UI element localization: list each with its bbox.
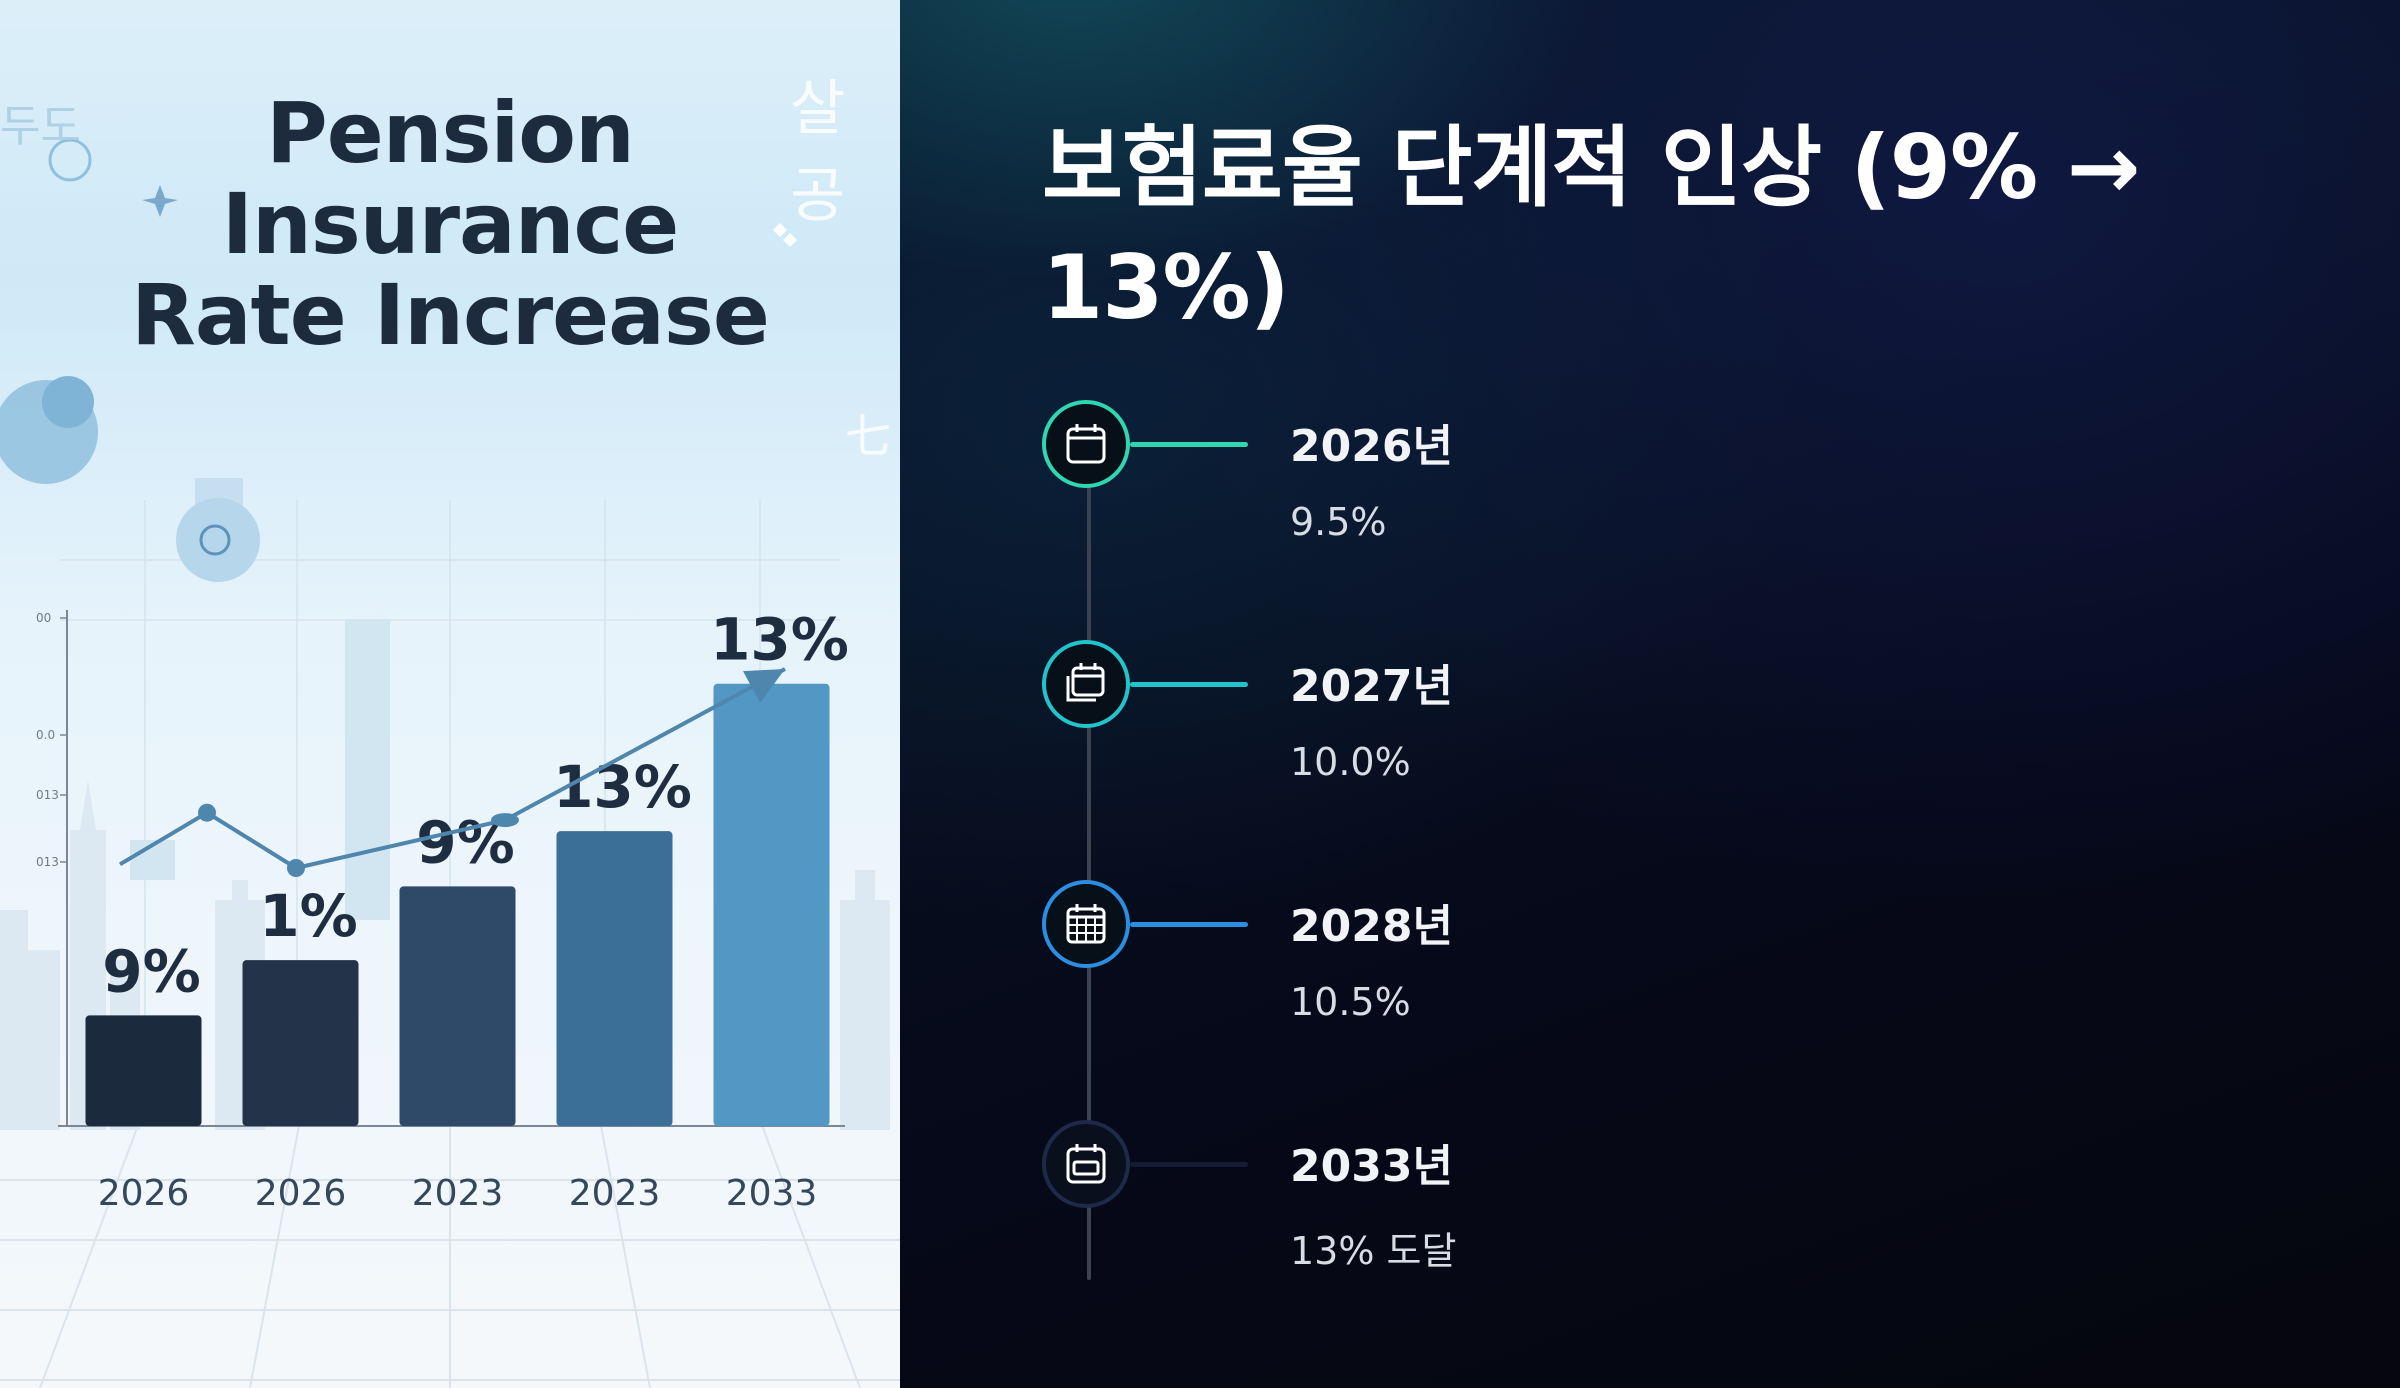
- bar-value-label: 9%: [102, 937, 200, 1005]
- chart-bar: [556, 831, 673, 1126]
- background-decor: [0, 138, 900, 1388]
- title-line: Insurance: [221, 175, 680, 273]
- bar-chart: 000.00130139%20261%20269%202313%202313%2…: [36, 606, 849, 1214]
- y-tick-label: 00: [36, 611, 51, 625]
- timeline-node: [1042, 400, 1130, 488]
- x-tick-label: 2026: [98, 1173, 190, 1214]
- calendar-stack-icon: [1066, 663, 1105, 702]
- x-tick-label: 2023: [569, 1173, 661, 1214]
- chart-bar: [713, 683, 830, 1126]
- timeline-rate: 13% 도달: [1290, 1229, 1457, 1273]
- bar-value-label: 1%: [259, 882, 357, 950]
- left-infographic-panel: 살공 두도 七 Pension Insurance Rate Increase …: [0, 0, 900, 1388]
- timeline-item: 2033년 13% 도달: [900, 1120, 2400, 1320]
- decor-text: 살공: [790, 74, 846, 231]
- x-tick-label: 2023: [412, 1173, 504, 1214]
- timeline-node: [1042, 640, 1130, 728]
- timeline-item: 2027년 10.0%: [900, 640, 2400, 840]
- chart-bar: [242, 960, 359, 1126]
- ring-decor: [48, 138, 92, 182]
- x-tick-label: 2026: [255, 1173, 347, 1214]
- y-tick-label: 013: [36, 855, 59, 869]
- trend-point: [198, 803, 216, 822]
- timeline-rate: 10.5%: [1290, 980, 1411, 1024]
- diamond-decor: [783, 233, 797, 247]
- floor-grid: [0, 1119, 900, 1388]
- timeline-connector: [1130, 442, 1248, 447]
- y-tick-label: 013: [36, 788, 59, 802]
- timeline-connector: [1130, 682, 1248, 687]
- coin-decor: [176, 498, 260, 582]
- timeline-item: 2028년 10.5%: [900, 880, 2400, 1080]
- calendar-icon: [1066, 424, 1106, 464]
- timeline-node: [1042, 880, 1130, 968]
- timeline-year: 2033년: [1290, 1141, 1453, 1192]
- timeline-rate: 9.5%: [1290, 500, 1387, 544]
- calendar-grid-icon: [1066, 904, 1106, 944]
- bubble-decor: [42, 376, 94, 428]
- timeline-year: 2026년: [1290, 421, 1453, 472]
- calendar-icon: [1066, 1144, 1106, 1184]
- sparkle-icon: [142, 185, 178, 217]
- timeline-rate: 10.0%: [1290, 740, 1411, 784]
- coin-mark-icon: [199, 524, 231, 556]
- timeline-node: [1042, 1120, 1130, 1208]
- timeline-year: 2028년: [1290, 901, 1453, 952]
- slide-title: 보험료율 단계적 인상 (9% → 13%): [1042, 116, 2141, 339]
- arrow-head-icon: [743, 668, 785, 703]
- timeline-axis: [1087, 440, 1091, 1280]
- bar-value-label: 13%: [553, 753, 692, 821]
- diamond-decor: [773, 223, 787, 237]
- title-line: Pension: [266, 84, 635, 182]
- infographic-title: Pension Insurance Rate Increase: [70, 88, 830, 361]
- chart-bar: [85, 1015, 202, 1126]
- chart-bar: [399, 886, 516, 1126]
- y-tick-label: 0.0: [36, 728, 55, 742]
- trend-point: [491, 813, 519, 828]
- bar-value-label: 13%: [710, 606, 849, 674]
- timeline-connector: [1130, 1162, 1248, 1167]
- x-tick-label: 2033: [726, 1173, 818, 1214]
- title-line: Rate Increase: [131, 266, 770, 364]
- trend-point: [287, 859, 305, 877]
- timeline-connector: [1130, 922, 1248, 927]
- timeline-year: 2027년: [1290, 661, 1453, 712]
- decor-text: 두도: [0, 101, 81, 152]
- timeline-item: 2026년 9.5%: [900, 400, 2400, 600]
- decor-text: 七: [845, 409, 891, 463]
- right-timeline-panel: 보험료율 단계적 인상 (9% → 13%) 2026년 9.5% 2: [900, 0, 2400, 1388]
